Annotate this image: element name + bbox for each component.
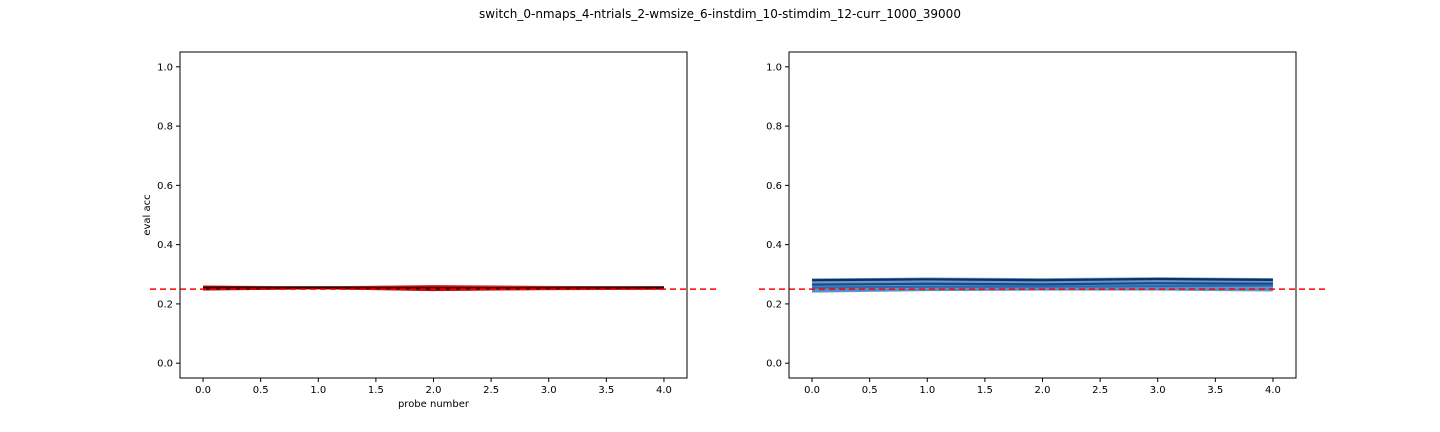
y-tick-label: 0.2 [157, 299, 173, 310]
left-panel: 0.0 0.5 1.0 1.5 2.0 2.5 3.0 3.5 4.0 0.0 0.2 0.4 0.6 0… [142, 51, 717, 410]
series-line-4 [203, 286, 664, 290]
x-tick-label: 0.5 [253, 385, 269, 396]
y-tick-label: 0.6 [766, 181, 782, 192]
y-tick-label: 0.0 [766, 359, 782, 370]
x-tick-label: 3.5 [598, 385, 614, 396]
y-tick-label: 0.0 [157, 359, 173, 370]
y-tick-label: 0.8 [766, 122, 782, 133]
y-tick-label: 0.6 [157, 181, 173, 192]
x-tick-label: 3.0 [541, 385, 557, 396]
x-tick-label: 2.0 [426, 385, 442, 396]
y-tick-label: 1.0 [157, 62, 173, 73]
plot-frame [179, 51, 688, 379]
x-tick-label: 0.0 [804, 385, 820, 396]
y-tick-label: 0.4 [157, 240, 173, 251]
x-tick-label: 3.5 [1207, 385, 1223, 396]
series-line-3 [812, 284, 1273, 289]
x-axis-label: probe number [398, 399, 470, 410]
x-tick-label: 4.0 [656, 385, 672, 396]
x-tick-label: 1.0 [310, 385, 326, 396]
series-line-1 [812, 277, 1273, 282]
x-tick-label: 3.0 [1150, 385, 1166, 396]
y-axis-label: eval acc [142, 194, 153, 235]
figure-title: switch_0-nmaps_4-ntrials_2-wmsize_6-inst… [479, 7, 961, 21]
x-tick-label: 1.5 [368, 385, 384, 396]
y-tick-label: 0.4 [766, 240, 782, 251]
right-panel: 0.0 0.5 1.0 1.5 2.0 2.5 3.0 3.5 4.0 0.0 0.2 0.4 0.6 0… [759, 51, 1326, 396]
series-line-2 [812, 282, 1273, 286]
y-tick-label: 0.8 [157, 122, 173, 133]
x-tick-label: 2.0 [1035, 385, 1051, 396]
x-tick-label: 0.0 [195, 385, 211, 396]
y-tick-label: 0.2 [766, 299, 782, 310]
x-tick-label: 4.0 [1265, 385, 1281, 396]
plot-frame [788, 51, 1297, 379]
x-tick-label: 0.5 [862, 385, 878, 396]
x-tick-label: 1.0 [919, 385, 935, 396]
x-tick-label: 1.5 [977, 385, 993, 396]
y-tick-label: 1.0 [766, 62, 782, 73]
x-tick-label: 2.5 [483, 385, 499, 396]
x-tick-label: 2.5 [1092, 385, 1108, 396]
